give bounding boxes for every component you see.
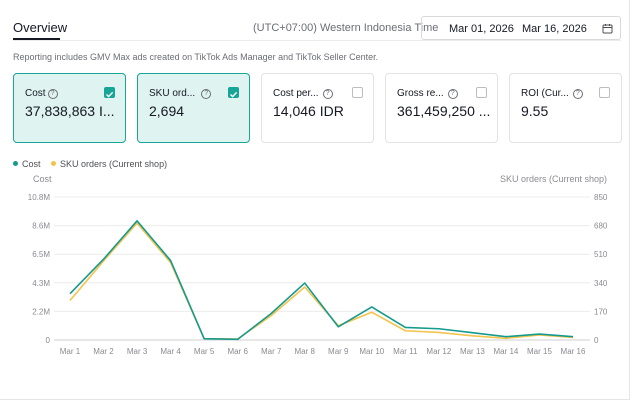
metric-value: 14,046 IDR (273, 103, 344, 119)
metric-label: ROI (Cur...? (521, 88, 583, 99)
metric-value: 2,694 (149, 103, 185, 119)
legend-dot (51, 161, 57, 166)
metric-value: 37,838,863 I... (25, 103, 115, 119)
help-icon[interactable]: ? (322, 89, 333, 99)
x-tick-label: Mar 7 (261, 347, 282, 356)
x-tick-label: Mar 9 (328, 347, 349, 356)
metric-label: Cost per...? (273, 88, 333, 99)
right-tick-label: 850 (594, 193, 608, 202)
checkbox-unchecked-icon[interactable] (476, 87, 487, 98)
help-icon[interactable]: ? (47, 89, 58, 99)
reporting-note: Reporting includes GMV Max ads created o… (13, 52, 379, 62)
x-tick-label: Mar 1 (60, 347, 81, 356)
metric-card-roi[interactable]: ROI (Cur...? 9.55 (509, 73, 622, 143)
metric-label: Cost? (25, 88, 58, 99)
cost-series-line (69, 220, 574, 341)
x-axis-ticks: Mar 1 Mar 2 Mar 3 Mar 4 Mar 5 Mar 6 Mar 7 Mar 8… (60, 347, 586, 356)
x-tick-label: Mar 6 (227, 347, 248, 356)
timezone-label: (UTC+07:00) Western Indonesia Time (253, 22, 439, 34)
x-tick-label: Mar 8 (295, 347, 316, 356)
calendar-icon[interactable] (602, 23, 613, 34)
right-axis-title: SKU orders (Current shop) (500, 174, 608, 184)
metric-value: 9.55 (521, 103, 549, 119)
chart-legend: Cost SKU orders (Current shop) (13, 159, 175, 169)
x-tick-label: Mar 11 (393, 347, 418, 356)
checkbox-checked-icon[interactable] (104, 87, 115, 98)
x-tick-label: Mar 5 (194, 347, 215, 356)
x-tick-label: Mar 4 (160, 347, 181, 356)
x-tick-label: Mar 2 (93, 347, 114, 356)
left-tick-label: 0 (46, 336, 51, 345)
tab-overview[interactable]: Overview (13, 20, 68, 35)
date-separator: - (511, 23, 515, 35)
checkbox-checked-icon[interactable] (228, 87, 239, 98)
help-icon[interactable]: ? (447, 89, 458, 99)
left-tick-label: 4.3M (32, 279, 50, 288)
x-tick-label: Mar 10 (359, 347, 384, 356)
date-start[interactable]: Mar 01, 2026 (449, 23, 514, 35)
header-divider (13, 40, 621, 41)
left-tick-label: 10.8M (28, 193, 51, 202)
metric-value: 361,459,250 ... (397, 103, 491, 119)
right-tick-label: 170 (594, 307, 608, 316)
metric-card-cost[interactable]: Cost? 37,838,863 I... (13, 73, 126, 143)
legend-item-cost[interactable]: Cost (13, 159, 41, 169)
legend-item-sku-orders[interactable]: SKU orders (Current shop) (51, 159, 167, 169)
metric-card-sku-orders[interactable]: SKU ord...? 2,694 (137, 73, 250, 143)
legend-dot (13, 161, 18, 166)
overview-panel (0, 0, 630, 400)
right-tick-label: 0 (594, 336, 599, 345)
help-icon[interactable]: ? (572, 89, 583, 99)
x-tick-label: Mar 12 (426, 347, 451, 356)
left-tick-label: 6.5M (32, 250, 50, 259)
metric-card-cost-per[interactable]: Cost per...? 14,046 IDR (261, 73, 374, 143)
right-axis-ticks: 0 170 340 510 680 850 (594, 193, 608, 345)
date-end[interactable]: Mar 16, 2026 (522, 23, 587, 35)
x-tick-label: Mar 16 (561, 347, 586, 356)
x-tick-label: Mar 13 (460, 347, 485, 356)
checkbox-unchecked-icon[interactable] (599, 87, 610, 98)
chart-lines (69, 220, 574, 341)
metric-card-gross-revenue[interactable]: Gross re...? 361,459,250 ... (385, 73, 498, 143)
metric-label: Gross re...? (397, 88, 458, 99)
date-range-picker[interactable]: Mar 01, 2026 - Mar 16, 2026 (421, 16, 621, 40)
left-axis-title: Cost (33, 174, 52, 184)
right-tick-label: 340 (594, 279, 608, 288)
x-tick-label: Mar 3 (127, 347, 148, 356)
x-tick-label: Mar 15 (527, 347, 552, 356)
help-icon[interactable]: ? (201, 89, 212, 99)
checkbox-unchecked-icon[interactable] (352, 87, 363, 98)
left-tick-label: 8.6M (32, 222, 50, 231)
metric-label: SKU ord...? (149, 88, 212, 99)
left-tick-label: 2.2M (32, 307, 50, 316)
tab-active-indicator (13, 38, 60, 40)
sku-orders-series-line (69, 222, 574, 340)
x-tick-label: Mar 14 (493, 347, 518, 356)
left-axis-ticks: 0 2.2M 4.3M 6.5M 8.6M 10.8M (28, 193, 51, 345)
chart-grid (54, 196, 590, 341)
right-tick-label: 510 (594, 250, 608, 259)
right-tick-label: 680 (594, 222, 608, 231)
